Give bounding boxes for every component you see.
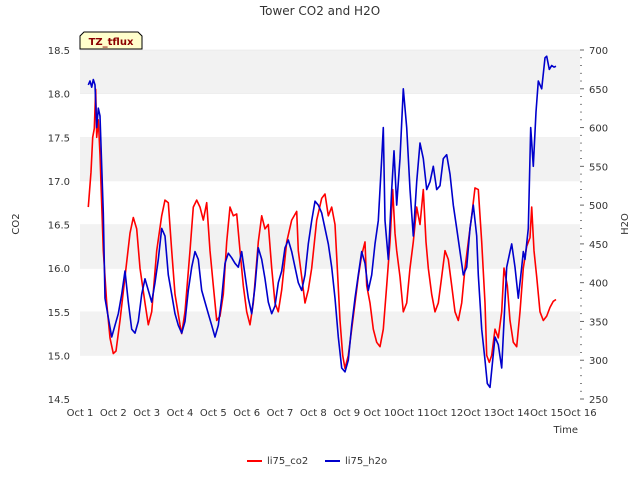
series-lines [87,55,557,389]
right-axis-tick-labels: 250 300 350 400 450 500 550 600 650 700 [589,46,608,406]
plot-band [80,137,580,181]
x-tick-label: Oct 9 [333,408,360,419]
x-tick-label: Oct 1 [67,408,94,419]
y-tick-label-right: 700 [589,46,608,57]
y-tick-label-left: 16.0 [48,264,70,275]
x-tick-label: Oct 10 [363,408,396,419]
x-tick-label: Oct 15 [530,408,563,419]
plot-band [80,268,580,312]
plot-band [80,224,580,269]
y-tick-label-left: 17.5 [48,133,70,144]
y-tick-label-left: 16.5 [48,221,70,232]
y-tick-label-left: 18.5 [48,46,70,57]
legend: li75_co2 li75_h2o [247,456,387,467]
y-tick-label-left: 15.0 [48,351,70,362]
plot-band [80,355,580,399]
plot-band [80,180,580,225]
y-tick-label-right: 600 [589,124,608,135]
y-tick-label-right: 550 [589,162,608,173]
x-tick-label: Oct 16 [563,408,596,419]
plot-band [80,50,580,94]
left-axis-tick-labels: 14.5 15.0 15.5 16.0 16.5 17.0 17.5 18.0 18.5 [48,46,70,406]
y-tick-label-left: 14.5 [48,395,70,406]
y-tick-label-right: 500 [589,201,608,212]
right-axis-ticks [580,49,584,400]
badge-label: TZ_tflux [89,37,134,48]
y-tick-label-right: 400 [589,279,608,290]
y-tick-label-right: 450 [589,240,608,251]
x-tick-label: Oct 11 [397,408,430,419]
legend-label-h2o: li75_h2o [345,456,387,467]
x-tick-label: Oct 2 [100,408,127,419]
right-axis-title: H2O [620,213,631,235]
x-tick-label: Oct 7 [267,408,294,419]
series-line-li75_h2o [87,55,557,389]
x-tick-label: Oct 13 [463,408,496,419]
left-axis-title: CO2 [11,213,22,234]
y-tick-label-left: 17.0 [48,177,70,188]
plot-band [80,93,580,138]
legend-label-co2: li75_co2 [267,456,308,467]
series-line-li75_co2 [87,88,557,370]
x-tick-label: Oct 5 [200,408,227,419]
chart-title: Tower CO2 and H2O [259,4,380,18]
badge-box [79,31,143,50]
y-tick-label-right: 650 [589,85,608,96]
x-axis-tick-labels: Oct 1 Oct 2 Oct 3 Oct 4 Oct 5 Oct 6 Oct 7 Oct 8… [67,408,597,419]
x-tick-label: Oct 6 [233,408,260,419]
x-tick-label: Oct 14 [497,408,530,419]
badge: TZ_tflux [79,31,143,50]
x-tick-label: Oct 8 [300,408,327,419]
x-tick-label: Oct 12 [430,408,463,419]
x-tick-label: Oct 4 [167,408,194,419]
y-tick-label-left: 15.5 [48,308,70,319]
plot-background-bands [80,49,580,399]
x-axis-title: Time [553,425,578,436]
y-tick-label-right: 300 [589,356,608,367]
y-tick-label-left: 18.0 [48,90,70,101]
y-tick-label-right: 250 [589,395,608,406]
x-tick-label: Oct 3 [133,408,160,419]
plot-band [80,311,580,356]
y-tick-label-right: 350 [589,317,608,328]
